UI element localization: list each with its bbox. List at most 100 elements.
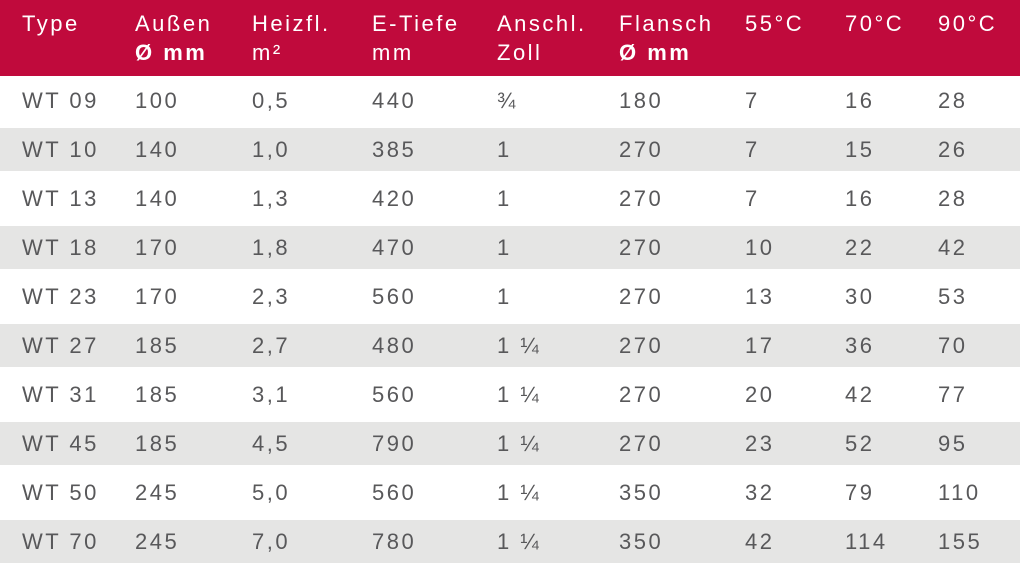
column-header-line1: E-Tiefe (372, 11, 460, 36)
table-cell: 30 (845, 283, 875, 309)
table-cell: 245 (135, 479, 180, 505)
table-cell: 114 (845, 528, 888, 554)
table-cell: 1 (497, 136, 512, 162)
table-cell: 4,5 (252, 430, 291, 456)
table-cell: 480 (372, 332, 417, 358)
table-cell: 1 ¼ (497, 381, 542, 407)
table-cell: 22 (845, 234, 875, 260)
table-cell: 15 (845, 136, 875, 162)
column-header-line1: Anschl. (497, 11, 587, 36)
column-header-line2: Ø mm (619, 40, 692, 65)
table-cell: 385 (372, 136, 417, 162)
table-cell: 2,7 (252, 332, 291, 358)
row-type-cell: WT 23 (22, 283, 99, 309)
table-row: WT 23 170 2,3 560 1 270 13 30 53 (0, 272, 1020, 321)
column-header-line1: Außen (135, 11, 213, 36)
table-row: WT 70 245 7,0 780 1 ¼ 350 42 114 155 (0, 517, 1020, 566)
row-type-cell: WT 18 (22, 234, 99, 260)
table-cell: 32 (745, 479, 775, 505)
table-header-row: Type Außen Ø mm Heizfl. m² E-Tiefe mm Anschl. Zo… (0, 0, 1020, 76)
column-header-55c: 55°C (723, 0, 823, 76)
table-row: WT 09 100 0,5 440 ¾ 180 7 16 28 (0, 76, 1020, 125)
table-cell: 350 (619, 528, 664, 554)
table-cell: 1 (497, 234, 512, 260)
table-cell: 270 (619, 234, 664, 260)
table-cell: 2,3 (252, 283, 291, 309)
row-type-cell: WT 45 (22, 430, 99, 456)
table-cell: 13 (745, 283, 775, 309)
table-cell: 420 (372, 185, 417, 211)
table-cell: 560 (372, 381, 417, 407)
table-row: WT 31 185 3,1 560 1 ¼ 270 20 42 77 (0, 370, 1020, 419)
column-header-70c: 70°C (823, 0, 916, 76)
table-cell: 1 ¼ (497, 332, 542, 358)
table-cell: 23 (745, 430, 775, 456)
table-cell: 560 (372, 283, 417, 309)
table-cell: 52 (845, 430, 875, 456)
table-cell: 155 (938, 528, 983, 554)
row-type-cell: WT 27 (22, 332, 99, 358)
column-header-e-tiefe: E-Tiefe mm (350, 0, 475, 76)
table-cell: 7 (745, 185, 760, 211)
column-header-line1: Type (22, 11, 80, 36)
table-row: WT 18 170 1,8 470 1 270 10 22 42 (0, 223, 1020, 272)
table-cell: 185 (135, 430, 180, 456)
column-header-flansch: Flansch Ø mm (597, 0, 723, 76)
row-type-cell: WT 31 (22, 381, 99, 407)
table-row: WT 27 185 2,7 480 1 ¼ 270 17 36 70 (0, 321, 1020, 370)
table-cell: 7,0 (252, 528, 291, 554)
column-header-type: Type (0, 0, 113, 76)
table-cell: 1,8 (252, 234, 291, 260)
row-type-cell: WT 09 (22, 87, 99, 113)
table-cell: 140 (135, 136, 180, 162)
table-cell: 185 (135, 332, 180, 358)
column-header-anschl: Anschl. Zoll (475, 0, 597, 76)
table-cell: 5,0 (252, 479, 291, 505)
table-body: WT 09 100 0,5 440 ¾ 180 7 16 28 WT 10 140 1,0 385 1 27… (0, 76, 1020, 566)
row-type-cell: WT 50 (22, 479, 99, 505)
column-header-line2: m² (252, 40, 283, 65)
table-cell: 1 (497, 185, 512, 211)
column-header-line1: 90°C (938, 11, 998, 36)
table-cell: 350 (619, 479, 664, 505)
table-cell: 1 ¼ (497, 479, 542, 505)
table-cell: 28 (938, 87, 968, 113)
table-cell: 20 (745, 381, 775, 407)
column-header-line1: 70°C (845, 11, 905, 36)
table-cell: ¾ (497, 87, 518, 113)
table-cell: 110 (938, 479, 981, 505)
table-cell: 16 (845, 185, 875, 211)
row-type-cell: WT 10 (22, 136, 99, 162)
table-cell: 100 (135, 87, 180, 113)
table-cell: 1 ¼ (497, 430, 542, 456)
row-type-cell: WT 13 (22, 185, 99, 211)
table-row: WT 10 140 1,0 385 1 270 7 15 26 (0, 125, 1020, 174)
column-header-line2: mm (372, 40, 414, 65)
table-cell: 26 (938, 136, 968, 162)
table-cell: 1,0 (252, 136, 291, 162)
table-cell: 270 (619, 136, 664, 162)
column-header-line1: Flansch (619, 11, 714, 36)
column-header-line1: Heizfl. (252, 11, 331, 36)
table-cell: 16 (845, 87, 875, 113)
table-row: WT 13 140 1,3 420 1 270 7 16 28 (0, 174, 1020, 223)
table-cell: 1 (497, 283, 512, 309)
table-cell: 270 (619, 381, 664, 407)
table-cell: 7 (745, 136, 760, 162)
table-cell: 42 (845, 381, 875, 407)
table-cell: 10 (745, 234, 775, 260)
table-cell: 95 (938, 430, 968, 456)
table-cell: 270 (619, 332, 664, 358)
column-header-aussen: Außen Ø mm (113, 0, 230, 76)
table-row: WT 50 245 5,0 560 1 ¼ 350 32 79 110 (0, 468, 1020, 517)
table-cell: 270 (619, 430, 664, 456)
table-cell: 170 (135, 234, 180, 260)
table-cell: 53 (938, 283, 968, 309)
table-cell: 77 (938, 381, 968, 407)
table-cell: 0,5 (252, 87, 291, 113)
table-cell: 3,1 (252, 381, 291, 407)
table-cell: 560 (372, 479, 417, 505)
table-cell: 270 (619, 283, 664, 309)
table-cell: 42 (745, 528, 775, 554)
